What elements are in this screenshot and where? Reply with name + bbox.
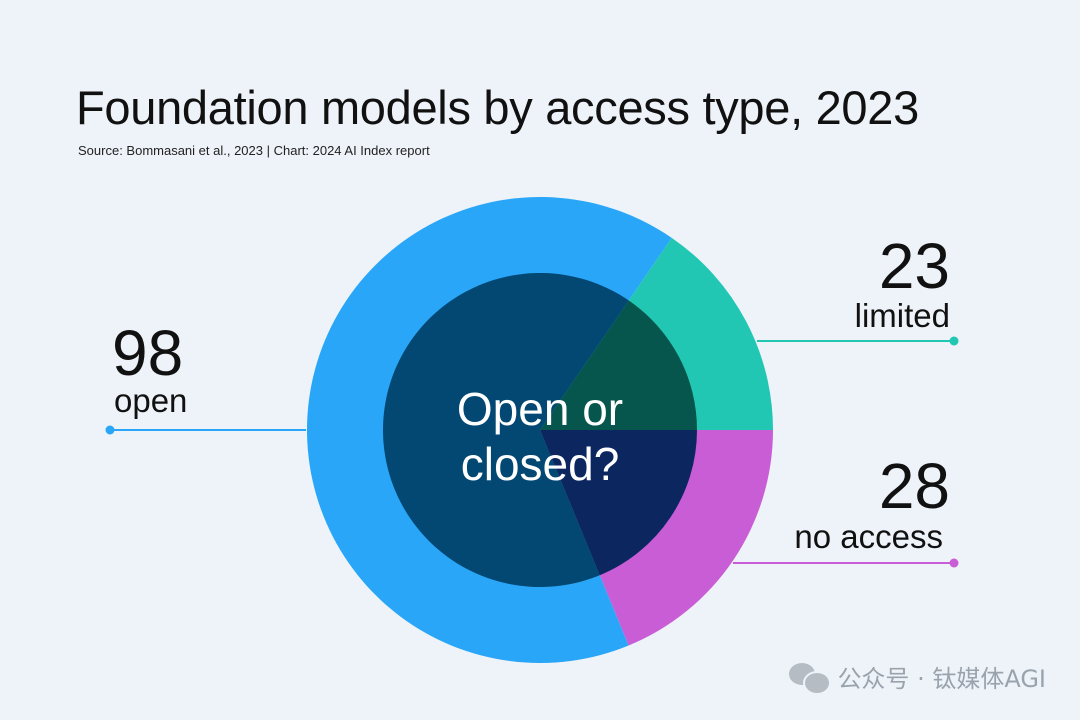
value-label-limited: 23 xyxy=(879,230,950,302)
center-text-line-1: Open or xyxy=(457,383,623,435)
wechat-icon xyxy=(789,661,832,695)
category-label-limited: limited xyxy=(855,297,950,334)
inner-slice-no-access xyxy=(540,430,697,576)
leader-dot-no-access xyxy=(949,558,959,568)
leader-dot-limited xyxy=(949,336,959,346)
category-label-open: open xyxy=(114,382,187,419)
inner-disc xyxy=(383,273,697,588)
chart-title: Foundation models by access type, 2023 xyxy=(76,81,919,134)
inner-slice-open xyxy=(383,273,629,588)
center-text-line-2: closed? xyxy=(461,438,620,490)
value-label-no-access: 28 xyxy=(879,450,950,522)
leader-dot-open xyxy=(105,425,115,435)
chart-source: Source: Bommasani et al., 2023 | Chart: … xyxy=(78,143,430,158)
leader-lines xyxy=(105,336,959,568)
value-label-open: 98 xyxy=(112,317,183,389)
inner-slice-limited xyxy=(540,300,697,430)
watermark-text: 公众号 · 钛媒体AGI xyxy=(837,665,1046,693)
category-label-no-access: no access xyxy=(794,518,943,555)
watermark: 公众号 · 钛媒体AGI xyxy=(789,659,1046,695)
